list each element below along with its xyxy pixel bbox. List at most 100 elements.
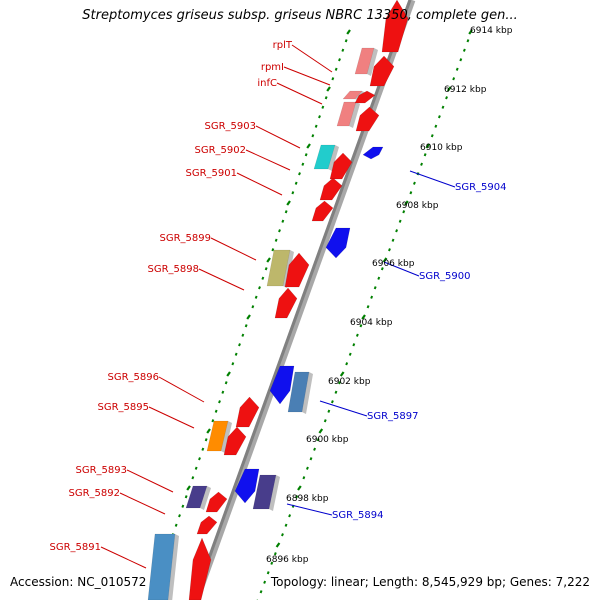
gene-SGR_5893-side bbox=[200, 486, 211, 510]
forward-ruler-tick bbox=[244, 324, 248, 328]
gene-forward-arrow bbox=[188, 537, 212, 600]
reverse-ruler-tick bbox=[402, 210, 406, 214]
forward-ruler-tick bbox=[238, 343, 241, 347]
forward-ruler-tick bbox=[314, 124, 318, 128]
forward-ruler-tick bbox=[294, 181, 298, 185]
reverse-ruler-tick bbox=[309, 457, 313, 461]
forward-leader-line bbox=[158, 376, 205, 403]
reverse-gene-label: SGR_5894 bbox=[332, 510, 384, 521]
gene-SGR_5894 bbox=[252, 474, 280, 511]
reverse-ruler-tick bbox=[441, 105, 445, 109]
scale-label: 6898 kbp bbox=[286, 494, 329, 504]
gene-forward-arrow-face bbox=[311, 200, 334, 222]
reverse-ruler-tick bbox=[334, 390, 338, 394]
reverse-ruler-tick bbox=[263, 580, 267, 584]
gene-forward-arrow bbox=[311, 200, 334, 222]
reverse-ruler-tick bbox=[382, 257, 388, 263]
reverse-ruler-tick bbox=[297, 485, 302, 491]
reverse-ruler-tick bbox=[348, 352, 352, 356]
forward-ruler-tick bbox=[201, 447, 205, 451]
forward-ruler-tick bbox=[221, 390, 225, 394]
gene-reverse-arrow bbox=[269, 365, 295, 405]
forward-ruler-tick bbox=[326, 86, 331, 92]
forward-ruler-tick bbox=[274, 238, 278, 242]
forward-ruler-tick bbox=[194, 466, 198, 470]
forward-ruler-tick bbox=[226, 371, 231, 377]
gene-rpmI-face bbox=[342, 90, 363, 100]
tick-layer bbox=[148, 29, 473, 600]
forward-ruler-tick bbox=[214, 409, 218, 413]
gene-forward-arrow bbox=[196, 515, 218, 535]
reverse-ruler-tick bbox=[430, 134, 434, 138]
forward-ruler-tick bbox=[278, 229, 281, 233]
gene-rplT-face bbox=[354, 47, 375, 75]
gene-SGR_5903-side bbox=[328, 145, 339, 171]
reverse-ruler-tick bbox=[270, 561, 274, 565]
forward-ruler-tick bbox=[251, 305, 255, 309]
gene-forward-arrow-face bbox=[355, 106, 380, 132]
forward-ruler-tick bbox=[291, 191, 295, 195]
forward-leader-line bbox=[198, 268, 245, 291]
scale-label: 6910 kbp bbox=[420, 143, 463, 153]
forward-ruler-tick bbox=[298, 172, 301, 176]
forward-ruler-tick bbox=[178, 514, 181, 518]
gene-forward-arrow-face bbox=[205, 491, 228, 513]
reverse-ruler-tick bbox=[266, 571, 270, 575]
forward-ruler-tick bbox=[264, 267, 268, 271]
gene-forward-arrow bbox=[284, 252, 310, 288]
reverse-ruler-tick bbox=[455, 67, 459, 71]
reverse-ruler-tick bbox=[327, 409, 331, 413]
reverse-ruler-tick bbox=[345, 362, 349, 366]
gene-SGR_5893 bbox=[185, 485, 211, 510]
gene-forward-arrow-face bbox=[274, 287, 298, 319]
scale-label: 6914 kbp bbox=[470, 26, 513, 36]
forward-leader-line bbox=[148, 406, 195, 429]
reverse-ruler-tick bbox=[359, 324, 363, 328]
forward-ruler-tick bbox=[338, 58, 341, 62]
gene-forward-arrow-face bbox=[223, 426, 247, 456]
forward-gene-label: rpmI bbox=[261, 62, 284, 73]
gene-forward-arrow-face bbox=[196, 515, 218, 535]
gene-rplT-side bbox=[367, 48, 378, 76]
forward-leader-line bbox=[291, 44, 333, 73]
label-layer: 6914 kbp 6912 kbp 6910 kbp 6908 kbp 6906 kbp… bbox=[50, 26, 513, 565]
forward-ruler-tick bbox=[341, 48, 345, 52]
reverse-ruler-tick bbox=[355, 333, 359, 337]
forward-ruler-tick bbox=[318, 115, 321, 119]
gene-SGR_5895-side bbox=[221, 421, 232, 453]
gene-SGR_5903 bbox=[313, 144, 339, 171]
reverse-ruler-tick bbox=[323, 419, 327, 423]
reverse-ruler-tick bbox=[452, 77, 456, 81]
forward-ruler-tick bbox=[181, 504, 185, 508]
gene-forward-arrow bbox=[329, 152, 353, 180]
gene-infC bbox=[336, 101, 360, 128]
forward-gene-label: SGR_5899 bbox=[160, 233, 212, 244]
forward-ruler-tick bbox=[344, 39, 348, 43]
reverse-ruler-tick bbox=[306, 466, 309, 470]
leader-line-layer bbox=[100, 44, 456, 569]
gene-rplT bbox=[354, 47, 378, 76]
reverse-ruler-tick bbox=[284, 523, 288, 527]
gene-SGR_5893-face bbox=[185, 485, 208, 509]
forward-leader-line bbox=[283, 66, 331, 86]
reverse-ruler-tick bbox=[388, 248, 391, 252]
gene-forward-arrow-face bbox=[319, 177, 343, 201]
reverse-ruler-tick bbox=[462, 48, 466, 52]
reverse-ruler-tick bbox=[395, 229, 399, 233]
reverse-ruler-tick bbox=[338, 381, 341, 385]
forward-ruler-tick bbox=[304, 153, 308, 157]
reverse-ruler-tick bbox=[273, 552, 277, 556]
forward-ruler-tick bbox=[218, 400, 221, 404]
gene-SGR_5897 bbox=[287, 371, 313, 414]
reverse-ruler-tick bbox=[259, 590, 263, 594]
reverse-ruler-tick bbox=[404, 200, 409, 206]
gene-forward-arrow-face bbox=[284, 252, 310, 288]
gene-SGR_5903-face bbox=[313, 144, 336, 170]
forward-ruler-tick bbox=[261, 276, 265, 280]
topology-text: Topology: linear; Length: 8,545,929 bp; … bbox=[270, 575, 590, 589]
forward-ruler-tick bbox=[224, 381, 228, 385]
gene-forward-arrow-face bbox=[381, 0, 409, 53]
reverse-ruler-tick bbox=[420, 162, 423, 166]
reverse-ruler-tick bbox=[361, 314, 366, 320]
